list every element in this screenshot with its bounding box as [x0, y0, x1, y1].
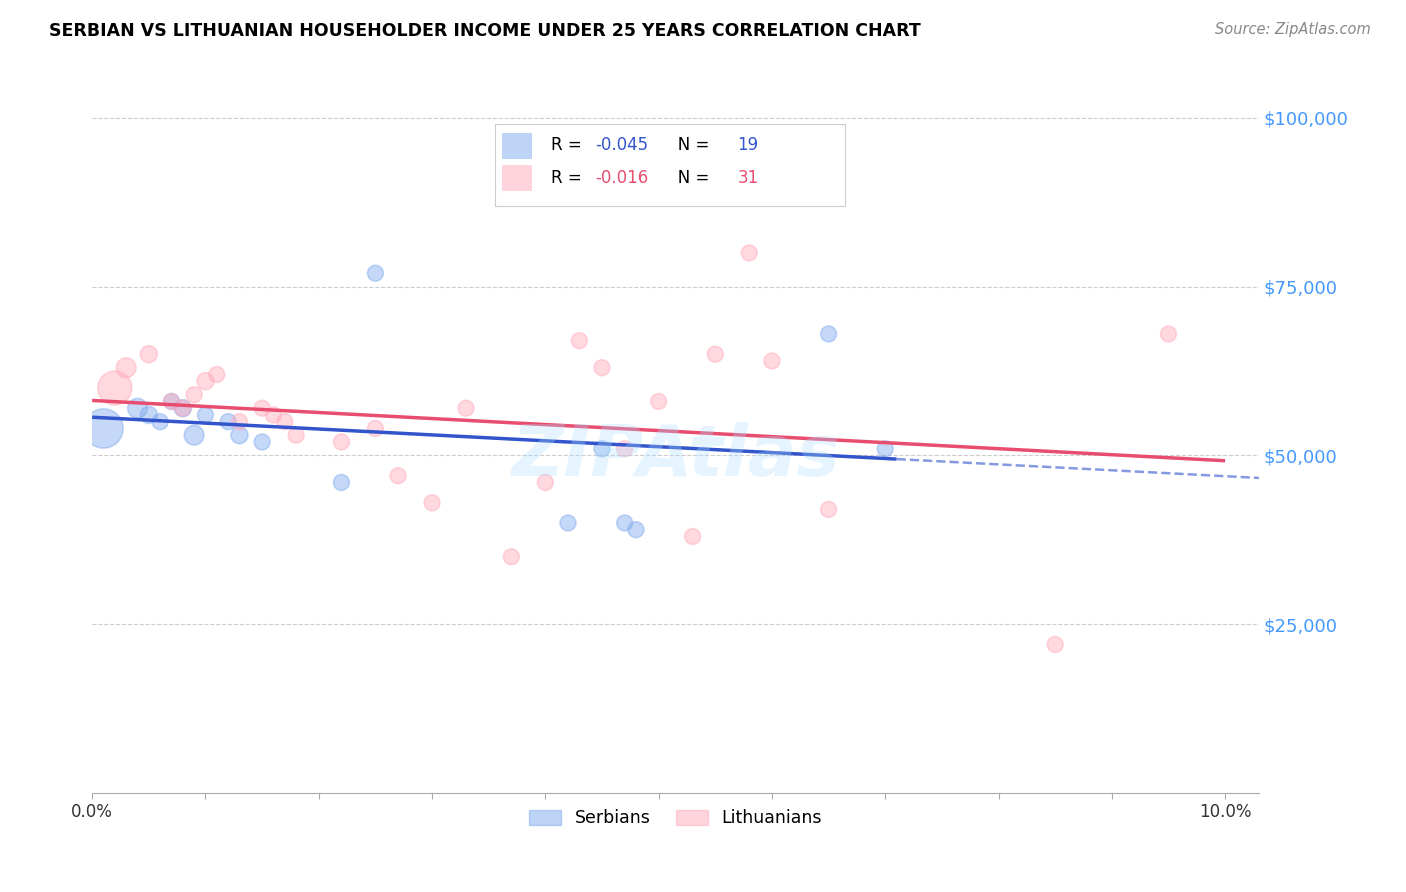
Point	[387, 468, 409, 483]
Point	[160, 394, 183, 409]
Point	[172, 401, 194, 416]
Point	[228, 428, 250, 442]
Point	[1157, 326, 1180, 341]
Point	[330, 434, 353, 449]
Point	[93, 421, 115, 435]
Point	[875, 442, 897, 456]
Point	[591, 360, 613, 375]
Text: N =: N =	[662, 169, 714, 186]
Point	[682, 529, 704, 543]
Point	[624, 523, 647, 537]
Point	[138, 347, 160, 361]
Point	[817, 326, 839, 341]
Point	[104, 381, 127, 395]
Legend: Serbians, Lithuanians: Serbians, Lithuanians	[523, 803, 830, 834]
Point	[647, 394, 669, 409]
Point	[420, 496, 443, 510]
Point	[364, 266, 387, 280]
Point	[613, 516, 636, 530]
FancyBboxPatch shape	[495, 124, 845, 206]
Point	[262, 408, 284, 422]
FancyBboxPatch shape	[502, 133, 531, 158]
Point	[591, 442, 613, 456]
Point	[115, 360, 138, 375]
Text: ZIPAtlas: ZIPAtlas	[512, 422, 839, 491]
Point	[160, 394, 183, 409]
Text: R =: R =	[551, 136, 586, 154]
Point	[205, 368, 228, 382]
Point	[183, 388, 205, 402]
Point	[557, 516, 579, 530]
Text: 19: 19	[738, 136, 759, 154]
Point	[613, 442, 636, 456]
Point	[330, 475, 353, 490]
Point	[250, 401, 273, 416]
Point	[194, 374, 217, 388]
Point	[138, 408, 160, 422]
Point	[761, 354, 783, 368]
Text: R =: R =	[551, 169, 586, 186]
Point	[454, 401, 477, 416]
Point	[274, 415, 297, 429]
Text: N =: N =	[662, 136, 714, 154]
Point	[568, 334, 591, 348]
Point	[172, 401, 194, 416]
Point	[183, 428, 205, 442]
Text: 31: 31	[738, 169, 759, 186]
Point	[738, 246, 761, 260]
Point	[149, 415, 172, 429]
Point	[250, 434, 273, 449]
Point	[364, 421, 387, 435]
Point	[704, 347, 727, 361]
Point	[817, 502, 839, 516]
Point	[194, 408, 217, 422]
Text: SERBIAN VS LITHUANIAN HOUSEHOLDER INCOME UNDER 25 YEARS CORRELATION CHART: SERBIAN VS LITHUANIAN HOUSEHOLDER INCOME…	[49, 22, 921, 40]
Point	[285, 428, 308, 442]
Point	[127, 401, 149, 416]
Point	[501, 549, 523, 564]
Point	[1043, 638, 1066, 652]
Point	[217, 415, 239, 429]
FancyBboxPatch shape	[502, 165, 531, 191]
Point	[534, 475, 557, 490]
Text: -0.045: -0.045	[595, 136, 648, 154]
Text: Source: ZipAtlas.com: Source: ZipAtlas.com	[1215, 22, 1371, 37]
Text: -0.016: -0.016	[595, 169, 648, 186]
Point	[228, 415, 250, 429]
